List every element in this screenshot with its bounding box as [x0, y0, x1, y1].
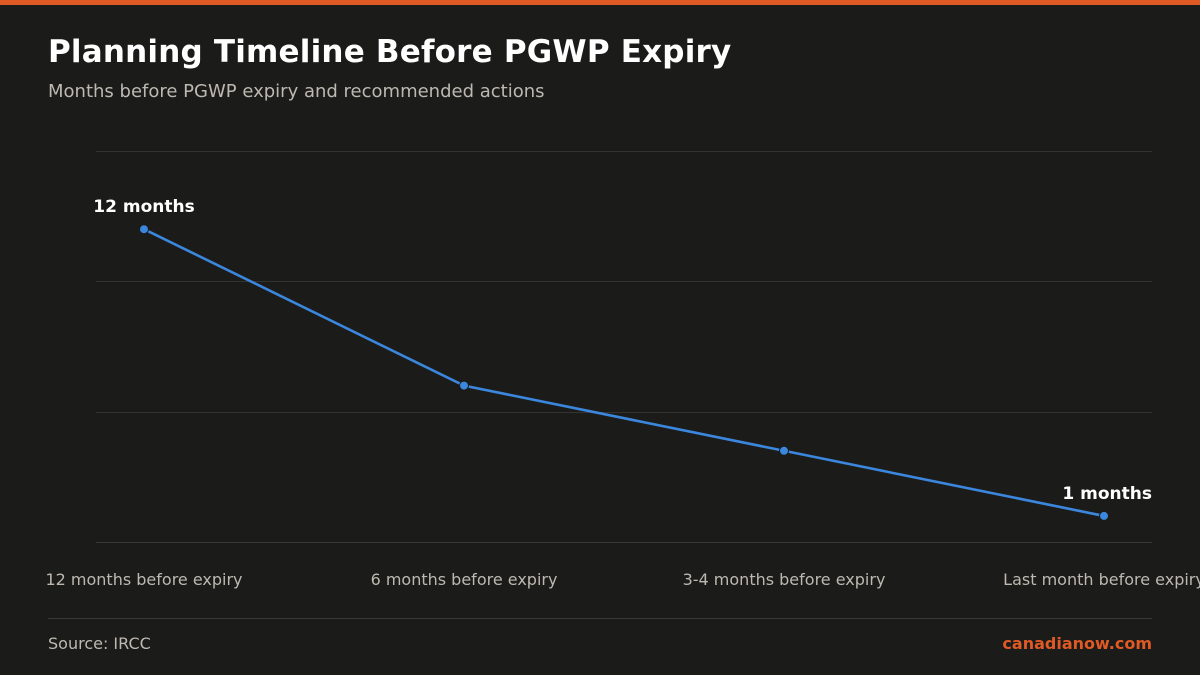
- data-label: 12 months: [93, 197, 194, 217]
- accent-top-bar: [0, 0, 1200, 5]
- chart-subtitle: Months before PGWP expiry and recommende…: [48, 81, 545, 102]
- footer-divider: [48, 618, 1152, 619]
- data-label: 1 months: [1062, 484, 1152, 504]
- series-line: [142, 227, 1106, 518]
- brand-link[interactable]: canadianow.com: [1002, 634, 1152, 653]
- data-point: [779, 445, 789, 456]
- data-point: [459, 380, 469, 391]
- chart-title: Planning Timeline Before PGWP Expiry: [48, 34, 732, 70]
- data-point: [139, 224, 149, 235]
- x-tick-label: 6 months before expiry: [371, 570, 558, 589]
- x-tick-label: 12 months before expiry: [45, 570, 242, 589]
- x-tick-label: 3-4 months before expiry: [683, 570, 886, 589]
- source-note: Source: IRCC: [48, 634, 151, 653]
- x-tick-label: Last month before expiry: [1003, 570, 1200, 589]
- data-point: [1099, 510, 1109, 521]
